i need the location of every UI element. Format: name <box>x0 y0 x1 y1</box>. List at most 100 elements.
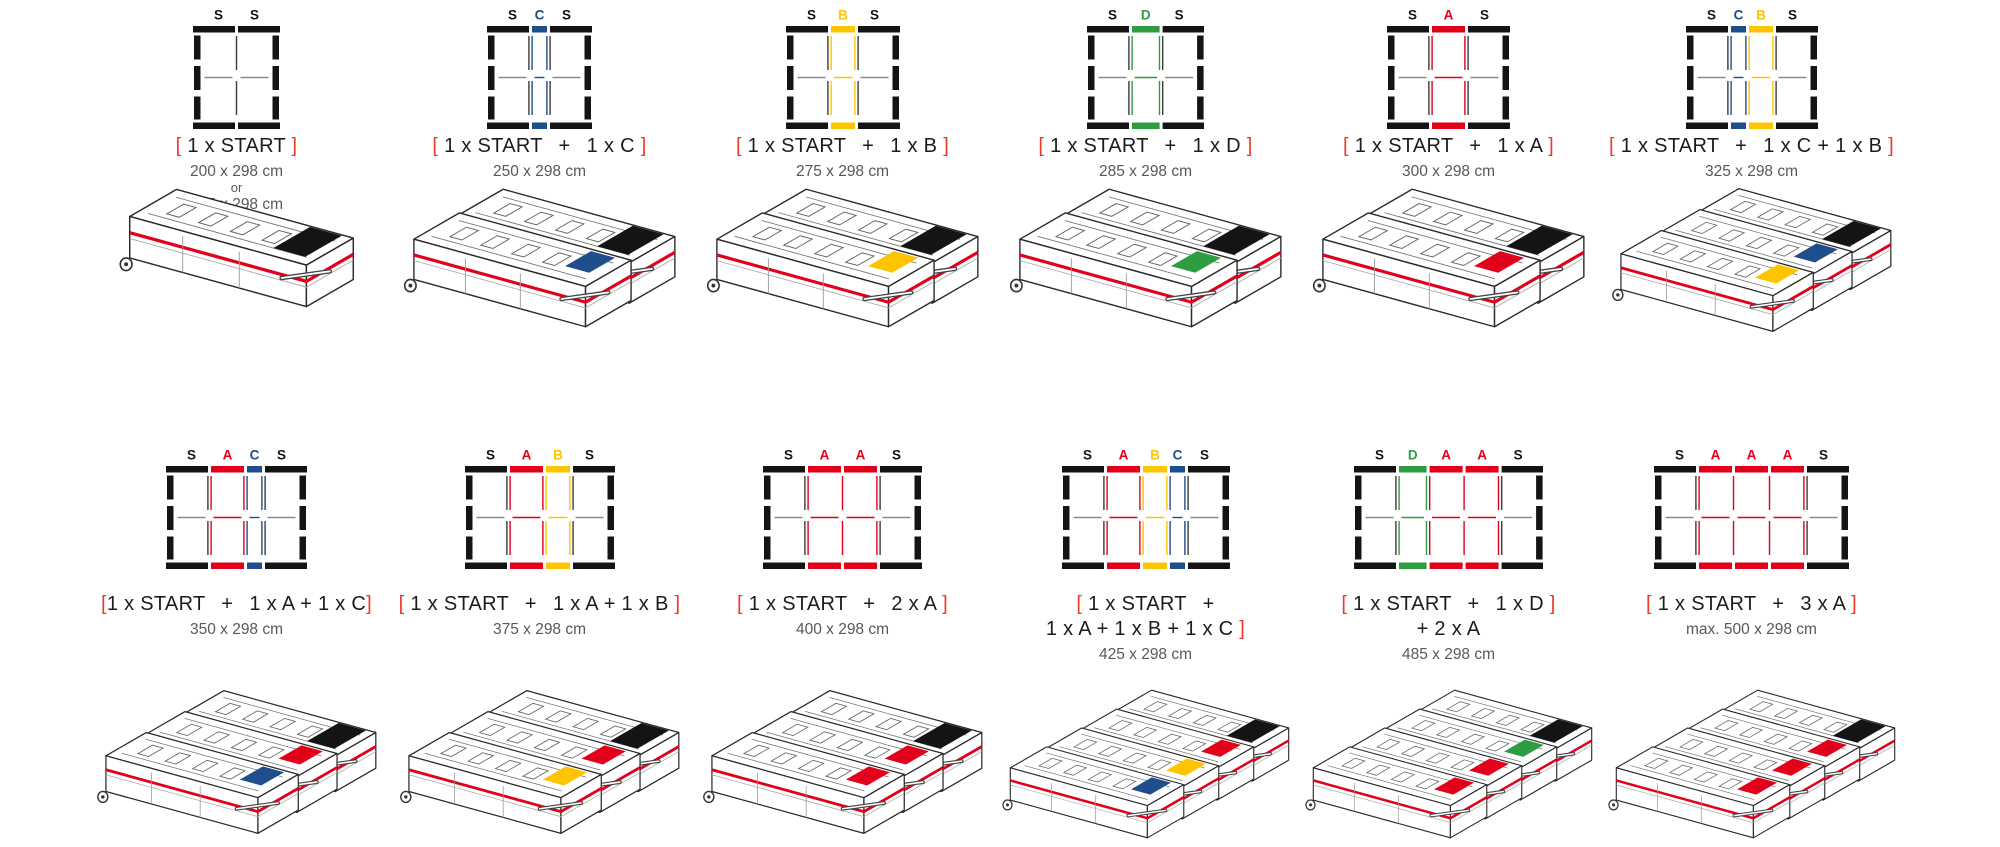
plan-top-bar <box>1086 26 1129 33</box>
plan-bottom-bar <box>1142 562 1167 569</box>
case-lid-groove <box>1431 708 1556 744</box>
plan-bottom-bar <box>1771 562 1804 569</box>
case-lid-groove <box>1339 235 1495 280</box>
config-label: [ 1 x START ] <box>176 134 298 159</box>
case-latch <box>1216 721 1242 733</box>
plan-bottom-bar <box>532 122 547 129</box>
case-latch <box>1190 228 1222 243</box>
plan-column-letter: S <box>187 448 196 463</box>
config-card-start-plus-2a: S A A S [ 1 x START + 2 x A ] 400 x 298 cm <box>691 440 994 842</box>
plan-top-bar <box>572 466 615 473</box>
label-bracket: ] <box>1246 135 1253 157</box>
case-latch <box>196 212 229 227</box>
plan-top-bar <box>830 26 855 33</box>
case-latch <box>560 746 588 759</box>
case-latch <box>1470 708 1495 720</box>
case-cluster <box>1606 686 1897 847</box>
config-card-start-plus-b: S B S [ 1 x START + 1 x B ] 275 x 298 cm <box>691 0 994 440</box>
label-text: 1 x START + 1 x C + 1 x B <box>1614 135 1889 157</box>
case-illustration <box>1009 188 1282 328</box>
case-illustration <box>1312 188 1585 328</box>
case-trim-line <box>1322 260 1540 309</box>
label-bracket: [ <box>1038 135 1045 157</box>
case-latch <box>856 220 888 234</box>
case-module-tag <box>609 722 669 749</box>
plan-column-letter: A <box>223 448 233 463</box>
case-lid-groove <box>765 731 903 771</box>
label-bracket: ] <box>366 593 373 615</box>
plan-column-letter: S <box>1174 8 1183 23</box>
label-bracket: ] <box>943 135 950 157</box>
plan-column-letter: S <box>1706 8 1715 23</box>
plan-top-bar <box>880 466 922 473</box>
case-latch <box>1435 726 1460 738</box>
case-latch <box>228 221 261 236</box>
config-label-line: [ 1 x START + 1 x C + 1 x B ] <box>1609 134 1894 159</box>
case-latch <box>571 717 599 731</box>
case-lid-groove <box>733 235 889 280</box>
case-wheel-hub <box>1316 283 1321 288</box>
case-latch <box>1431 211 1463 226</box>
plan-column-letter: S <box>1819 448 1828 463</box>
plan-top-bar <box>1775 26 1818 33</box>
plan-top-bar <box>1468 26 1510 33</box>
plan-column-letter: S <box>1408 8 1417 23</box>
plan-top-bar <box>1131 26 1160 33</box>
case-illustration <box>403 188 676 328</box>
case-latch <box>1375 738 1401 751</box>
case-trim-line <box>711 774 904 818</box>
label-bracket: [ <box>1341 593 1348 615</box>
case-trim-line <box>1019 260 1237 309</box>
plan-top-bar <box>1730 26 1746 33</box>
plan-column-letter: B <box>838 8 848 23</box>
case-latch <box>1097 745 1122 757</box>
plan-column-letter: S <box>1082 448 1091 463</box>
config-label-line: [ 1 x START + <box>1046 592 1245 617</box>
case-latch <box>1146 759 1172 771</box>
dimension-value: 275 x 298 cm <box>795 163 890 180</box>
case-lid-groove <box>1036 235 1192 280</box>
case-latch <box>218 767 246 780</box>
label-bracket: ] <box>1239 618 1246 640</box>
case-module-tag <box>1226 719 1280 743</box>
label-text: 1 x START + 1 x D <box>1347 593 1550 615</box>
plan-bottom-bar <box>1468 122 1510 129</box>
case-handle-inner <box>280 270 331 279</box>
plan-bottom-bar <box>830 122 855 129</box>
case-lid-groove <box>1023 765 1148 800</box>
case-wheel-hub <box>1005 803 1009 807</box>
plan-bottom-bar <box>763 562 805 569</box>
plan-bottom-bar <box>1807 562 1849 569</box>
case-latch <box>1128 211 1160 226</box>
case-latch <box>1822 721 1848 733</box>
config-label: [ 1 x START + 1 x D ] <box>1038 134 1252 159</box>
case-latch <box>521 767 549 780</box>
plan-top-bar <box>166 466 208 473</box>
case-module-tag <box>1503 739 1544 757</box>
case-latch <box>1493 228 1525 243</box>
plan-column-letter: S <box>784 448 793 463</box>
case-latch <box>1772 244 1800 257</box>
case-module-tag <box>899 225 967 255</box>
plan-bottom-bar <box>1748 122 1773 129</box>
case-latch <box>1459 733 1485 745</box>
case-illustration <box>706 188 979 328</box>
case-latch <box>1462 220 1494 234</box>
case-latch <box>863 746 891 759</box>
config-label: [ 1 x START + 1 x D ] + 2 x A <box>1341 592 1555 642</box>
case-lid-groove <box>1396 727 1521 763</box>
case-wheel-hub <box>100 795 105 799</box>
case-lid-groove <box>121 752 259 792</box>
case-latch <box>1727 752 1753 764</box>
case-latch <box>1115 243 1147 258</box>
config-label-line: [ 1 x START + 1 x D ] <box>1038 134 1252 159</box>
case-latch <box>1733 265 1761 278</box>
plan-column-letter: C <box>250 448 260 463</box>
case-latch <box>751 226 783 241</box>
plan-bottom-bar <box>808 562 841 569</box>
plan-top-bar <box>545 466 570 473</box>
case-latch <box>808 731 836 744</box>
case-latch <box>1717 778 1743 790</box>
